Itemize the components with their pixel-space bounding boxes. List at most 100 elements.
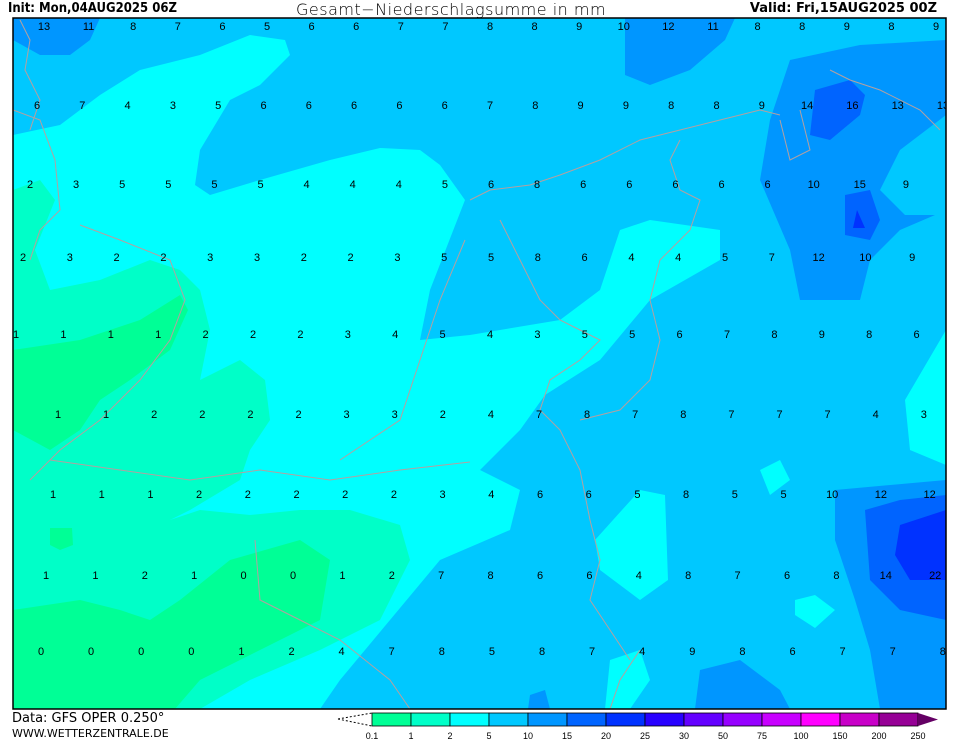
precipitation-map: 13 11 8 7 6 5 6 6 7 7 8 8 9 10 12 11 8 8 9 8 96 7 4 3 5 6 6 6 6 6 7 8 9 9… bbox=[12, 17, 949, 710]
grid-value: 2 bbox=[440, 409, 446, 421]
grid-value: 2 bbox=[288, 646, 294, 658]
grid-value: 9 bbox=[909, 252, 915, 264]
legend-swatch bbox=[644, 712, 685, 727]
grid-value: 6 bbox=[353, 21, 359, 33]
grid-value: 1 bbox=[103, 409, 109, 421]
grid-value: 13 bbox=[38, 21, 50, 33]
grid-value: 6 bbox=[306, 100, 312, 112]
grid-value: 7 bbox=[825, 409, 831, 421]
grid-value: 0 bbox=[138, 646, 144, 658]
grid-value: 11 bbox=[707, 21, 718, 33]
legend-tick-label: 0.1 bbox=[366, 731, 379, 741]
grid-value: 3 bbox=[170, 100, 176, 112]
grid-value: 9 bbox=[689, 646, 695, 658]
grid-value: 2 bbox=[301, 252, 307, 264]
grid-value: 2 bbox=[199, 409, 205, 421]
grid-value: 9 bbox=[578, 100, 584, 112]
legend-tick-label: 20 bbox=[601, 731, 611, 741]
grid-value: 1 bbox=[99, 489, 105, 501]
grid-value: 13 bbox=[937, 100, 949, 112]
grid-value: 8 bbox=[532, 21, 538, 33]
grid-value: 6 bbox=[789, 646, 795, 658]
grid-value: 7 bbox=[487, 100, 493, 112]
grid-value: 4 bbox=[487, 329, 493, 341]
grid-value: 5 bbox=[489, 646, 495, 658]
grid-value: 2 bbox=[348, 252, 354, 264]
grid-value: 8 bbox=[683, 489, 689, 501]
grid-value: 8 bbox=[439, 646, 445, 658]
grid-value: 8 bbox=[799, 21, 805, 33]
grid-value: 7 bbox=[175, 21, 181, 33]
grid-value: 6 bbox=[765, 179, 771, 191]
grid-value: 9 bbox=[903, 179, 909, 191]
grid-value: 8 bbox=[668, 100, 674, 112]
grid-value: 7 bbox=[890, 646, 896, 658]
grid-value: 5 bbox=[780, 489, 786, 501]
grid-value: 9 bbox=[933, 21, 939, 33]
grid-value: 5 bbox=[488, 252, 494, 264]
grid-value: 1 bbox=[108, 329, 114, 341]
grid-value: 2 bbox=[142, 570, 148, 582]
grid-value: 2 bbox=[27, 179, 33, 191]
init-time: Init: Mon,04AUG2025 06Z bbox=[8, 1, 177, 16]
grid-value: 9 bbox=[759, 100, 765, 112]
grid-value: 4 bbox=[396, 179, 402, 191]
grid-value: 7 bbox=[776, 409, 782, 421]
grid-value: 8 bbox=[739, 646, 745, 658]
legend-swatch bbox=[410, 712, 451, 727]
grid-value: 2 bbox=[245, 489, 251, 501]
grid-value: 0 bbox=[38, 646, 44, 658]
grid-value: 7 bbox=[735, 570, 741, 582]
grid-value: 6 bbox=[309, 21, 315, 33]
map-frame bbox=[12, 17, 947, 710]
grid-value: 1 bbox=[60, 329, 66, 341]
map-title: Gesamt−Niederschlagsumme in mm bbox=[296, 0, 607, 19]
grid-value: 10 bbox=[859, 252, 871, 264]
grid-value: 14 bbox=[880, 570, 892, 582]
grid-value: 3 bbox=[921, 409, 927, 421]
legend-swatch bbox=[371, 712, 412, 727]
legend-tick-label: 30 bbox=[679, 731, 689, 741]
grid-value: 10 bbox=[826, 489, 838, 501]
grid-value: 6 bbox=[396, 100, 402, 112]
grid-value: 2 bbox=[247, 409, 253, 421]
grid-value: 7 bbox=[724, 329, 730, 341]
grid-value: 2 bbox=[160, 252, 166, 264]
grid-value: 2 bbox=[203, 329, 209, 341]
grid-value: 4 bbox=[350, 179, 356, 191]
grid-value: 4 bbox=[339, 646, 345, 658]
legend-below-threshold bbox=[337, 712, 373, 727]
grid-value: 0 bbox=[188, 646, 194, 658]
grid-value: 6 bbox=[537, 570, 543, 582]
legend-tick-label: 50 bbox=[718, 731, 728, 741]
legend-swatch bbox=[488, 712, 529, 727]
grid-value: 1 bbox=[191, 570, 197, 582]
grid-value: 5 bbox=[165, 179, 171, 191]
grid-value: 4 bbox=[488, 489, 494, 501]
grid-value: 7 bbox=[79, 100, 85, 112]
grid-value: 8 bbox=[866, 329, 872, 341]
grid-value: 7 bbox=[389, 646, 395, 658]
grid-value: 12 bbox=[662, 21, 674, 33]
grid-value: 4 bbox=[488, 409, 494, 421]
grid-value: 3 bbox=[394, 252, 400, 264]
grid-value: 6 bbox=[219, 21, 225, 33]
grid-value: 1 bbox=[238, 646, 244, 658]
grid-value: 5 bbox=[211, 179, 217, 191]
grid-value: 7 bbox=[438, 570, 444, 582]
grid-value: 5 bbox=[264, 21, 270, 33]
grid-value: 16 bbox=[846, 100, 858, 112]
grid-value: 1 bbox=[155, 329, 161, 341]
legend-swatch bbox=[878, 712, 919, 727]
valid-time: Valid: Fri,15AUG2025 00Z bbox=[749, 1, 937, 16]
grid-value: 11 bbox=[83, 21, 94, 33]
grid-value: 6 bbox=[626, 179, 632, 191]
coastlines-borders bbox=[13, 19, 941, 709]
grid-value: 8 bbox=[487, 21, 493, 33]
grid-value: 2 bbox=[389, 570, 395, 582]
legend-tick-label: 15 bbox=[562, 731, 572, 741]
legend-tick-label: 200 bbox=[871, 731, 886, 741]
grid-value: 2 bbox=[297, 329, 303, 341]
grid-value: 2 bbox=[151, 409, 157, 421]
grid-value: 2 bbox=[295, 409, 301, 421]
